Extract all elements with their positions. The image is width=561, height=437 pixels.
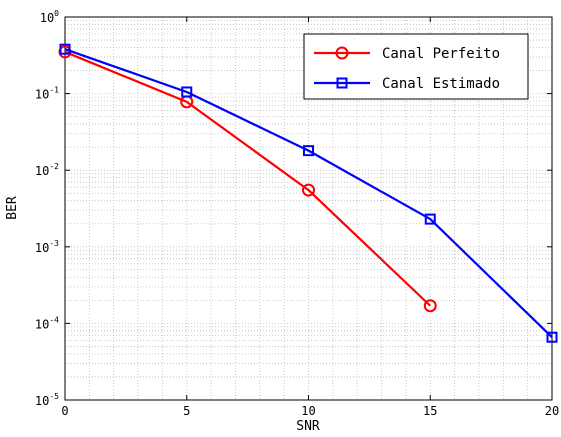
x-tick-label: 0 (61, 404, 68, 418)
y-tick-label: 100 (40, 9, 59, 25)
data-point (546, 331, 558, 343)
legend: Canal Perfeito Canal Estimado (303, 33, 529, 100)
legend-label: Canal Estimado (382, 76, 500, 92)
legend-item: Canal Estimado (314, 76, 500, 92)
y-tick-label: 10-5 (35, 392, 59, 408)
series-1 (59, 43, 558, 343)
data-point (181, 86, 193, 98)
data-point (424, 213, 436, 225)
data-point (423, 299, 437, 313)
legend-items: Canal Perfeito Canal Estimado (314, 46, 500, 92)
y-tick-label: 10-2 (35, 162, 59, 178)
legend-item: Canal Perfeito (314, 46, 500, 62)
axis-ticks: 0 5 10 15 20 100 10-1 10-2 10-3 10-4 10-5 (35, 9, 559, 418)
data-point (302, 183, 315, 197)
y-tick-label: 10-4 (35, 315, 59, 331)
y-tick-label: 10-3 (35, 239, 59, 255)
x-axis-title: SNR (296, 419, 320, 432)
series-line (64, 48, 553, 339)
series-line (64, 50, 432, 307)
legend-marker (336, 77, 348, 89)
legend-marker (335, 46, 349, 60)
data-point (303, 145, 314, 157)
legend-label: Canal Perfeito (382, 46, 500, 62)
x-tick-label: 10 (301, 404, 315, 418)
x-tick-label: 20 (545, 404, 559, 418)
series (58, 43, 558, 343)
x-tick-label: 15 (423, 404, 437, 418)
y-tick-label: 10-1 (35, 86, 59, 102)
x-tick-label: 5 (183, 404, 190, 418)
y-axis-title: BER (5, 196, 20, 220)
data-point (59, 43, 71, 55)
